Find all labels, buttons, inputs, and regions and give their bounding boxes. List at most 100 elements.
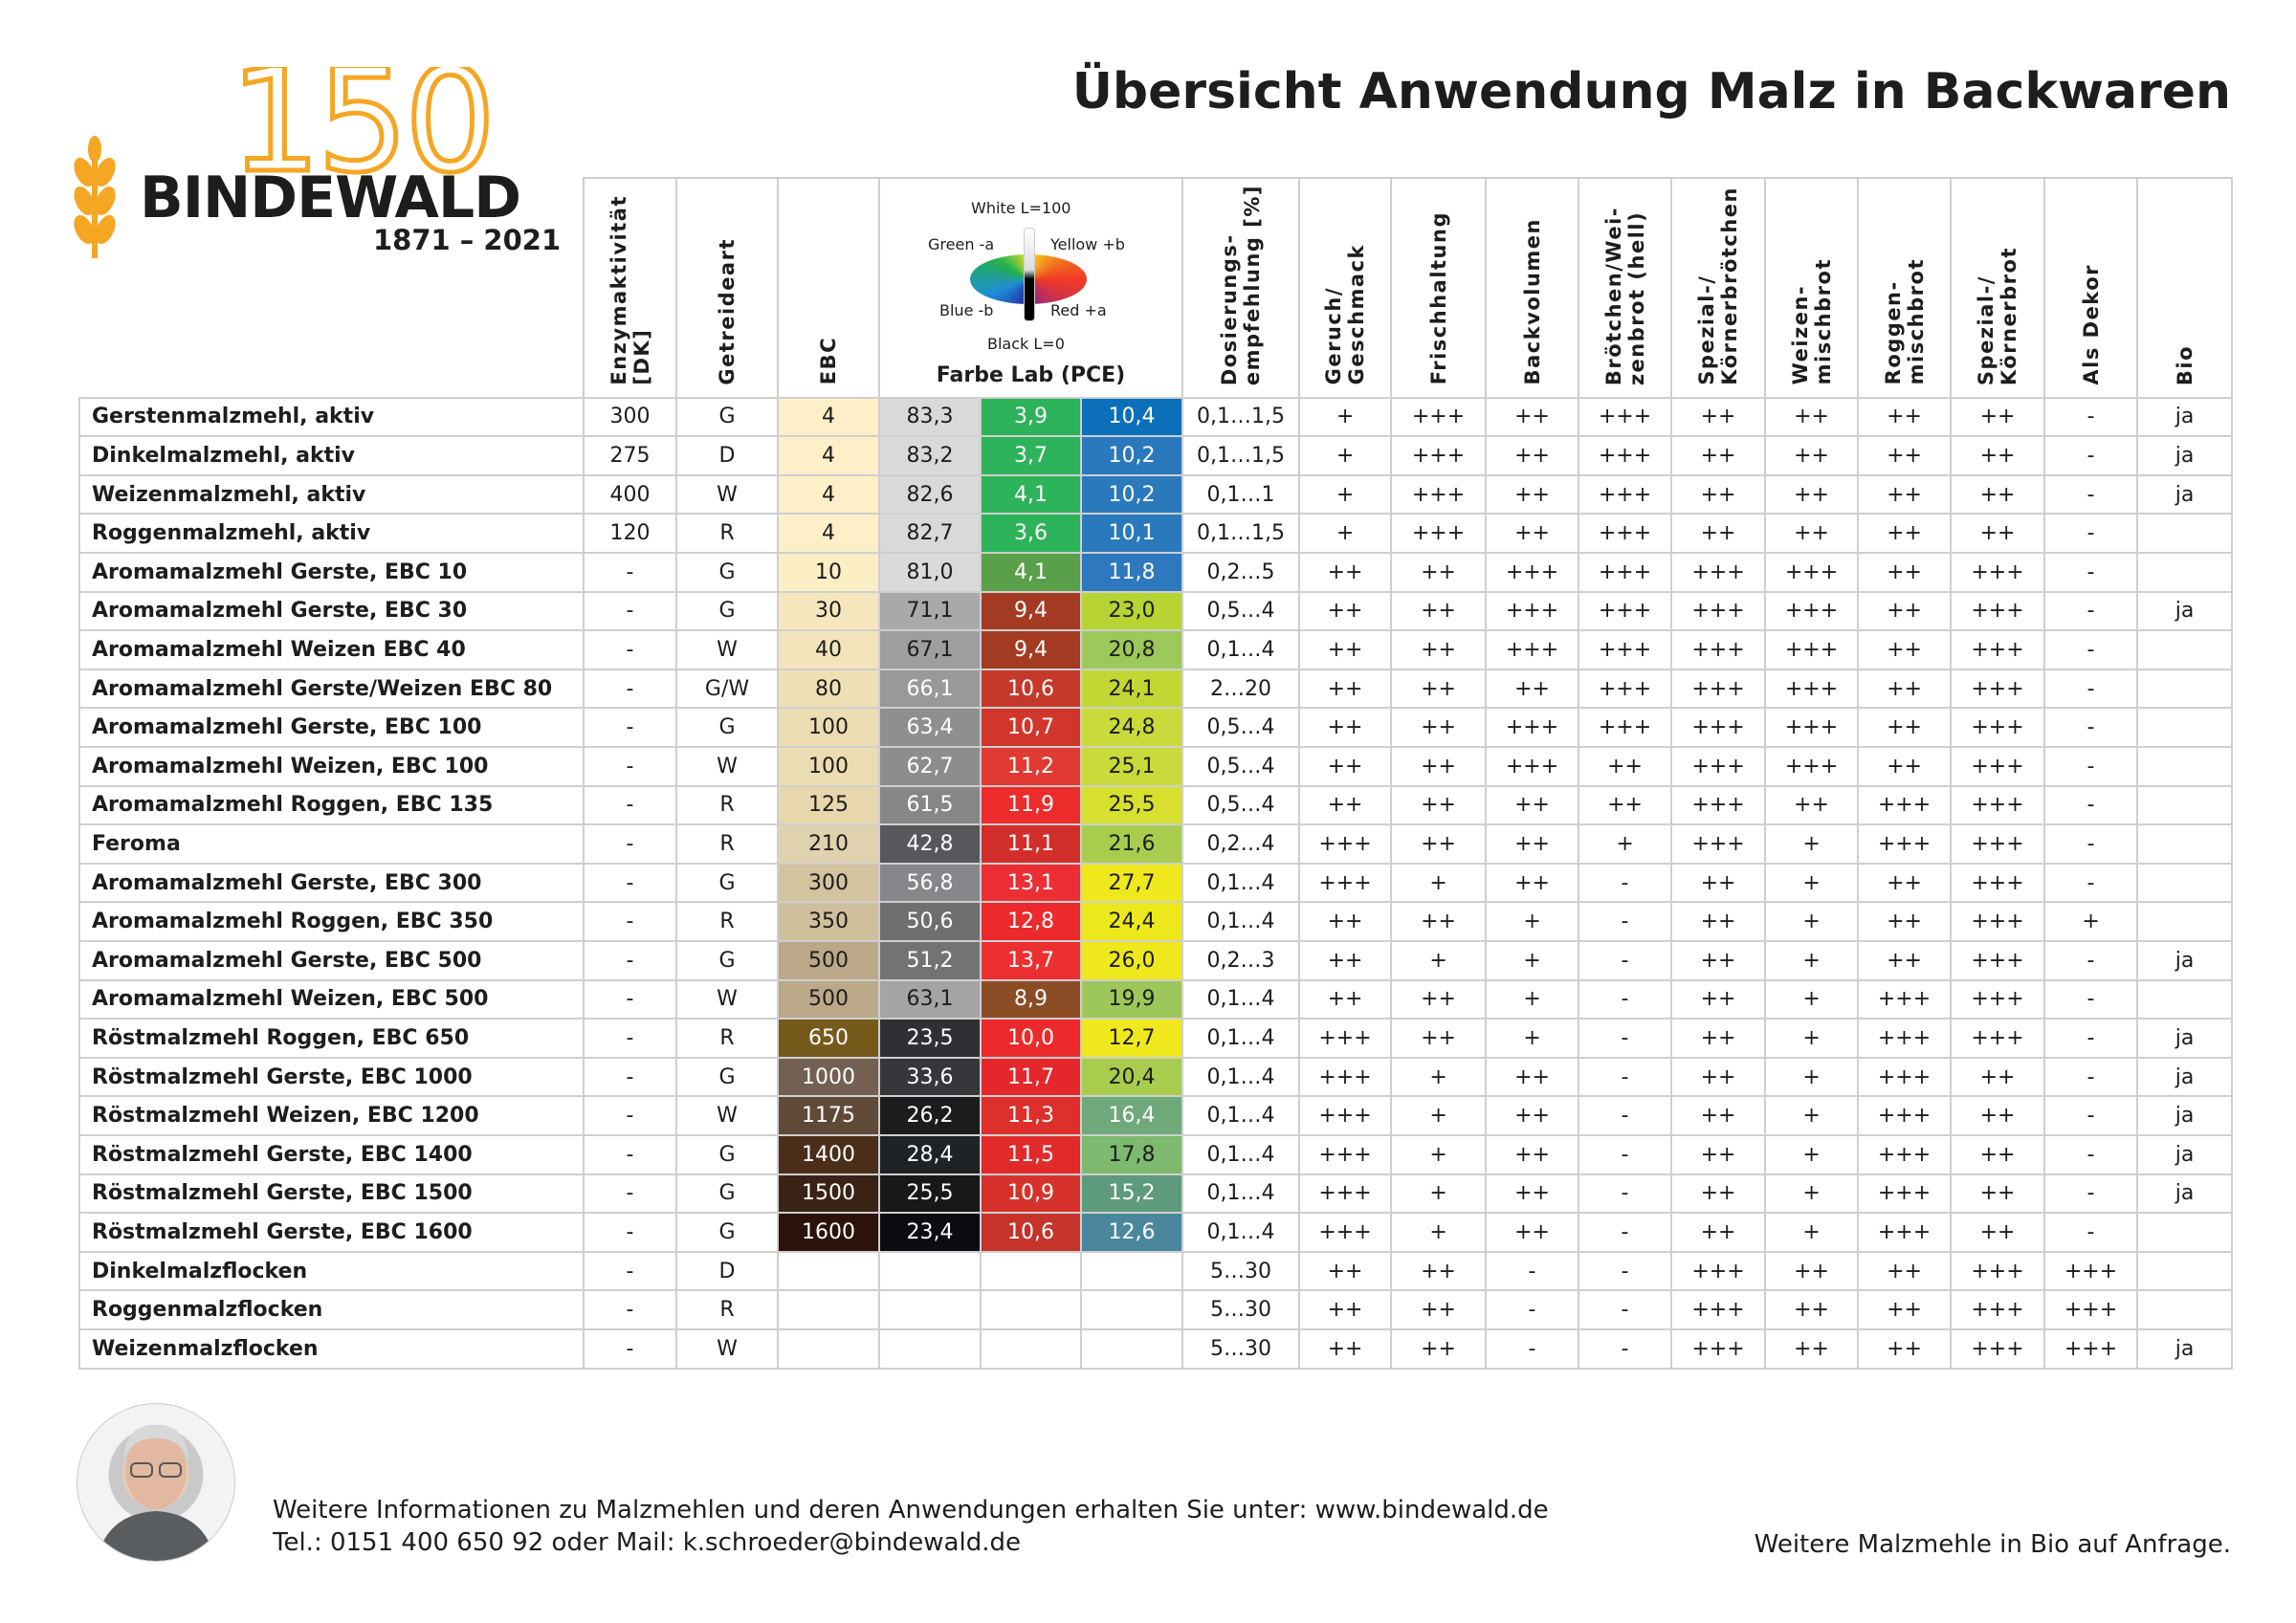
rating-special-rolls: ++: [1670, 1212, 1767, 1253]
rating-special-bread: ++: [1950, 396, 2046, 438]
rating-special-rolls: +++: [1670, 668, 1767, 710]
rating-freshness: +: [1390, 1173, 1488, 1215]
enzyme-activity: -: [583, 1250, 677, 1292]
rating-smell-taste: +++: [1298, 1133, 1393, 1175]
lab-l-value: 56,8: [878, 862, 982, 904]
rating-special-bread: +++: [1950, 1250, 2046, 1292]
dosage: 0,1…4: [1181, 978, 1301, 1020]
ebc-value: 1600: [777, 1212, 880, 1253]
rating-rye-mixed-bread: ++: [1857, 435, 1953, 476]
bio-flag: ja: [2136, 1018, 2234, 1059]
lab-a-value: 10,6: [980, 1212, 1082, 1253]
dosage: 0,1…4: [1181, 1056, 1301, 1098]
rating-special-bread: +++: [1950, 823, 2046, 865]
grain-type: R: [675, 1289, 779, 1330]
rating-rolls: -: [1578, 1133, 1673, 1175]
dosage: 5…30: [1181, 1250, 1301, 1292]
rating-rolls: +++: [1578, 513, 1673, 555]
rating-special-rolls: ++: [1670, 1095, 1767, 1136]
rating-rolls: -: [1578, 940, 1673, 981]
dosage: 0,2…3: [1181, 940, 1301, 981]
grain-type: G: [675, 1056, 779, 1098]
enzyme-activity: -: [583, 629, 677, 670]
rating-wheat-mixed-bread: +: [1764, 1056, 1860, 1098]
rating-smell-taste: ++: [1298, 1327, 1393, 1370]
rating-wheat-mixed-bread: +: [1764, 1018, 1860, 1059]
rating-wheat-mixed-bread: +: [1764, 823, 1860, 865]
lab-l-value: 82,6: [878, 473, 982, 515]
product-name: Roggenmalzflocken: [78, 1289, 585, 1330]
rating-special-bread: +++: [1950, 746, 2046, 787]
header-wheat-mixed-bread: Weizen- mischbrot: [1764, 177, 1860, 399]
dosage: 5…30: [1181, 1327, 1301, 1370]
bio-flag: ja: [2136, 1056, 2234, 1098]
rating-wheat-mixed-bread: ++: [1764, 396, 1860, 438]
dosage: 0,1…4: [1181, 1095, 1301, 1136]
dosage: 0,5…4: [1181, 707, 1301, 749]
rating-decor: -: [2043, 629, 2139, 670]
header-special-rolls: Spezial-/ Körnerbrötchen: [1670, 177, 1767, 399]
lab-l-value: 71,1: [878, 590, 982, 632]
rating-rolls: +++: [1578, 590, 1673, 632]
rating-volume: ++: [1485, 1173, 1580, 1215]
rating-volume: ++: [1485, 862, 1580, 904]
lab-l-value: 81,0: [878, 552, 982, 593]
rating-special-bread: +++: [1950, 1018, 2046, 1059]
rating-special-bread: ++: [1950, 1056, 2046, 1098]
rating-special-bread: +++: [1950, 707, 2046, 749]
rating-decor: -: [2043, 513, 2139, 555]
lab-l-value: 82,7: [878, 513, 982, 555]
lab-l-value: 63,4: [878, 707, 982, 749]
lab-b-value: 12,6: [1079, 1212, 1184, 1253]
rating-special-rolls: +++: [1670, 784, 1767, 826]
rating-decor: +++: [2043, 1289, 2139, 1330]
ebc-value: [777, 1250, 880, 1292]
rating-special-rolls: ++: [1670, 1018, 1767, 1059]
rating-special-bread: +++: [1950, 1289, 2046, 1330]
product-name: Röstmalzmehl Roggen, EBC 650: [78, 1018, 585, 1059]
header-decor-label: Als Dekor: [2079, 264, 2103, 385]
rating-special-rolls: +++: [1670, 629, 1767, 670]
header-ebc: EBC: [777, 177, 880, 399]
rating-special-rolls: ++: [1670, 940, 1767, 981]
rating-freshness: ++: [1390, 629, 1488, 670]
table-row: Dinkelmalzmehl, aktiv 275 D 4 83,2 3,7 10,2 0,1…: [78, 435, 2234, 476]
header-special-rolls-label: Spezial-/ Körnerbrötchen: [1695, 186, 1742, 385]
header-wheat-mixed-bread-label: Weizen- mischbrot: [1788, 258, 1835, 385]
rating-special-rolls: ++: [1670, 1133, 1767, 1175]
rating-volume: +: [1485, 1018, 1580, 1059]
rating-decor: -: [2043, 396, 2139, 438]
rating-special-bread: ++: [1950, 1173, 2046, 1215]
rating-volume: ++: [1485, 1056, 1580, 1098]
lab-a-value: 11,2: [980, 746, 1082, 787]
rating-volume: +: [1485, 978, 1580, 1020]
rating-special-bread: +++: [1950, 552, 2046, 593]
table-row: Röstmalzmehl Gerste, EBC 1400- G 1400 28,4 1…: [78, 1133, 2234, 1175]
enzyme-activity: -: [583, 978, 677, 1020]
rating-freshness: ++: [1390, 590, 1488, 632]
rating-freshness: ++: [1390, 823, 1488, 865]
lab-a-value: 12,8: [980, 901, 1082, 942]
header-rye-mixed-bread-label: Roggen- mischbrot: [1881, 258, 1928, 385]
rating-rye-mixed-bread: ++: [1857, 1250, 1953, 1292]
grain-type: R: [675, 823, 779, 865]
rating-special-rolls: ++: [1670, 513, 1767, 555]
lab-b-value: 17,8: [1079, 1133, 1184, 1175]
lab-lightness-axis-icon: [1024, 227, 1035, 321]
grain-type: W: [675, 978, 779, 1020]
enzyme-activity: -: [583, 784, 677, 826]
rating-smell-taste: ++: [1298, 901, 1393, 942]
rating-freshness: +++: [1390, 435, 1488, 476]
bio-flag: [2136, 629, 2234, 670]
table-row: Röstmalzmehl Roggen, EBC 650- R 650 23,5 10,…: [78, 1018, 2234, 1059]
lab-a-value: 10,0: [980, 1018, 1082, 1059]
rating-decor: -: [2043, 707, 2139, 749]
rating-rye-mixed-bread: +++: [1857, 823, 1953, 865]
dosage: 0,1…4: [1181, 901, 1301, 942]
rating-wheat-mixed-bread: ++: [1764, 1327, 1860, 1370]
grain-type: R: [675, 1018, 779, 1059]
grain-type: G: [675, 552, 779, 593]
rating-decor: -: [2043, 746, 2139, 787]
rating-smell-taste: ++: [1298, 978, 1393, 1020]
lab-b-value: 27,7: [1079, 862, 1184, 904]
